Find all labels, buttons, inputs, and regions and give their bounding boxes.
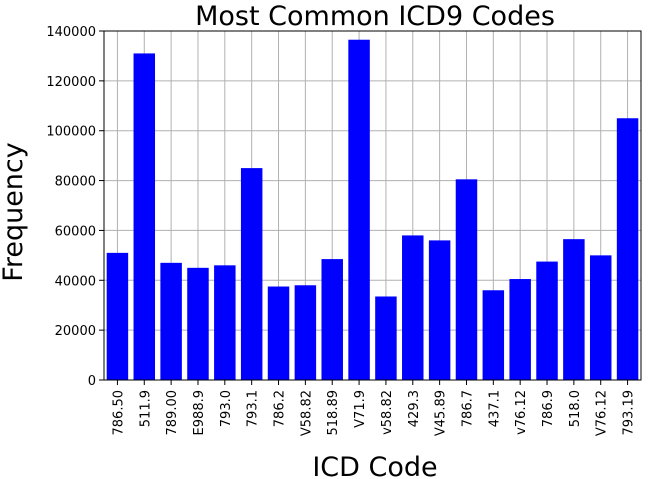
bar-v58.82 bbox=[375, 296, 397, 380]
x-tick-label: 511.9 bbox=[138, 390, 153, 427]
bar-511.9 bbox=[133, 53, 156, 380]
bar-V58.82 bbox=[294, 285, 317, 380]
y-axis-ticks: 0 20000 40000 60000 80000 100000 120000 140000 bbox=[46, 25, 104, 389]
y-tick-label: 140000 bbox=[46, 25, 96, 40]
x-tick-label: V45.89 bbox=[434, 390, 449, 436]
y-tick-label: 100000 bbox=[46, 125, 96, 140]
bar-V71.9 bbox=[348, 39, 370, 380]
x-tick-label: 793.19 bbox=[622, 390, 637, 436]
x-tick-label: V58.82 bbox=[299, 390, 314, 436]
bar-793.0 bbox=[214, 265, 236, 380]
x-tick-label: 786.9 bbox=[541, 390, 556, 427]
bar-793.19 bbox=[616, 118, 639, 380]
x-tick-label: v76.12 bbox=[514, 390, 529, 435]
x-tick-label: 786.50 bbox=[111, 390, 126, 436]
chart-title: Most Common ICD9 Codes bbox=[195, 1, 555, 32]
x-tick-label: 429.3 bbox=[407, 390, 422, 427]
bar-518.89 bbox=[321, 259, 343, 380]
bar-v76.12 bbox=[509, 279, 531, 380]
bar-786.7 bbox=[455, 179, 478, 380]
x-tick-label: 437.1 bbox=[487, 390, 502, 427]
bar-V76.12 bbox=[589, 255, 612, 380]
y-tick-label: 60000 bbox=[55, 224, 96, 239]
bar-437.1 bbox=[482, 290, 505, 380]
bar-786.50 bbox=[106, 252, 129, 380]
y-tick-label: 0 bbox=[88, 374, 96, 389]
x-tick-label: 789.00 bbox=[165, 390, 180, 436]
y-axis-label: Frequency bbox=[0, 142, 29, 282]
bar-E988.9 bbox=[187, 267, 209, 380]
x-tick-label: 786.2 bbox=[273, 390, 288, 427]
x-tick-label: 518.0 bbox=[568, 390, 583, 427]
bar-V45.89 bbox=[428, 240, 451, 380]
x-tick-label: V71.9 bbox=[353, 390, 368, 428]
x-tick-label: 793.0 bbox=[219, 390, 234, 427]
y-tick-label: 20000 bbox=[55, 324, 96, 339]
x-tick-label: 786.7 bbox=[460, 390, 475, 427]
x-tick-label: V76.12 bbox=[595, 390, 610, 436]
x-tick-label: E988.9 bbox=[192, 390, 207, 435]
bar-429.3 bbox=[402, 235, 424, 380]
bars bbox=[106, 39, 639, 380]
x-axis-label: ICD Code bbox=[312, 452, 437, 479]
y-tick-label: 40000 bbox=[55, 274, 96, 289]
x-axis-ticks: 786.50 511.9 789.00 E988.9 793.0 793.1 786.2 V5… bbox=[111, 380, 637, 436]
bar-786.9 bbox=[536, 261, 558, 380]
x-tick-label: v58.82 bbox=[380, 390, 395, 435]
grid-lines bbox=[104, 30, 641, 381]
bar-786.2 bbox=[267, 286, 290, 380]
bar-518.0 bbox=[563, 239, 585, 380]
y-tick-label: 80000 bbox=[55, 175, 96, 190]
bar-789.00 bbox=[160, 262, 182, 380]
x-tick-label: 793.1 bbox=[246, 390, 261, 427]
plot-frame bbox=[103, 30, 642, 381]
bar-793.1 bbox=[240, 168, 263, 380]
x-tick-label: 518.89 bbox=[326, 390, 341, 436]
y-tick-label: 120000 bbox=[46, 75, 96, 90]
